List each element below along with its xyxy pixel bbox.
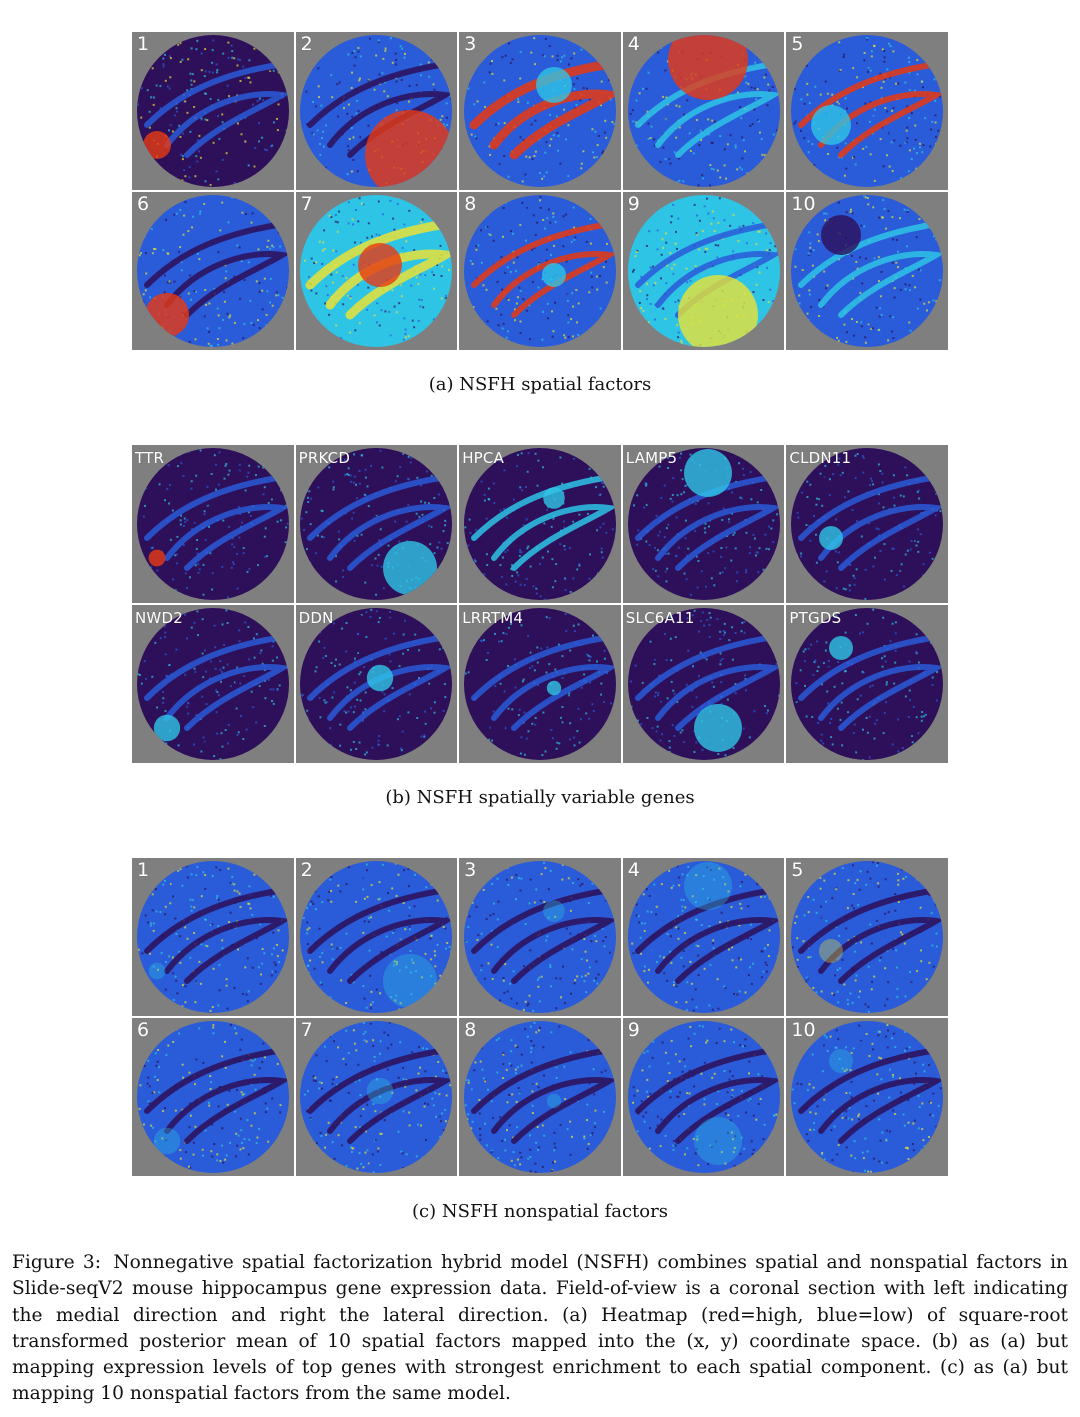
heatmap-disc (791, 1021, 944, 1173)
heatmap-disc (136, 448, 289, 600)
tile-label: PRKCD (298, 449, 351, 467)
heatmap-disc (136, 35, 289, 187)
panel-c-nonspatial-factors-grid: 1 2 3 4 5 6 7 8 9 10 (131, 857, 949, 1177)
tile-label: LRRTM4 (462, 609, 524, 627)
heatmap-disc (791, 608, 944, 760)
heatmap-disc (300, 195, 453, 347)
heatmap-disc (463, 1021, 616, 1173)
tile-label: 6 (137, 1019, 150, 1041)
heatmap-disc (463, 195, 616, 347)
panel-c-tile: 2 (295, 858, 458, 1016)
panel-a-tile: 2 (295, 32, 458, 190)
panel-a-spatial-factors-grid: 1 2 3 4 5 6 7 8 9 10 (131, 31, 949, 351)
panel-c-tile: 9 (622, 1018, 785, 1176)
panel-b-caption: (b) NSFH spatially variable genes (385, 787, 695, 808)
heatmap-disc (791, 195, 944, 347)
heatmap-disc (300, 1021, 453, 1173)
panel-a-tile: 5 (786, 32, 948, 190)
tile-label: 4 (627, 859, 640, 881)
heatmap-disc (627, 35, 780, 187)
heatmap-disc (136, 861, 289, 1013)
tile-label: 2 (300, 33, 313, 55)
heatmap-disc (627, 448, 780, 600)
heatmap-disc (136, 1021, 289, 1173)
panel-c-caption: (c) NSFH nonspatial factors (412, 1201, 668, 1222)
tile-label: HPCA (462, 449, 505, 467)
tile-label: PTGDS (789, 609, 842, 627)
heatmap-disc (627, 1021, 780, 1173)
heatmap-disc (300, 861, 453, 1013)
heatmap-disc (463, 608, 616, 760)
panel-b-genes-grid: TTR PRKCD HPCA LAMP5 CLDN11 NWD2 DDN LRRTM4 SLC6… (131, 444, 949, 764)
panel-c-tile: 7 (295, 1018, 458, 1176)
panel-c-tile: 1 (132, 858, 294, 1016)
panel-a-tile: 10 (786, 192, 948, 350)
tile-label: 8 (464, 1019, 477, 1041)
tile-label: 6 (137, 193, 150, 215)
heatmap-disc (463, 861, 616, 1013)
tile-label: 2 (300, 859, 313, 881)
panel-a-tile: 1 (132, 32, 294, 190)
panel-a-tile: 4 (622, 32, 785, 190)
tile-label: 9 (627, 1019, 640, 1041)
tile-label: SLC6A11 (625, 609, 695, 627)
panel-a-tile: 6 (132, 192, 294, 350)
panel-a-tile: 7 (295, 192, 458, 350)
tile-label: 5 (791, 33, 804, 55)
panel-a-tile: 8 (459, 192, 621, 350)
tile-label: 1 (137, 33, 150, 55)
panel-c-tile: 5 (786, 858, 948, 1016)
panel-a-caption: (a) NSFH spatial factors (428, 374, 652, 395)
tile-label: DDN (298, 609, 334, 627)
panel-c-tile: 6 (132, 1018, 294, 1176)
heatmap-disc (136, 195, 289, 347)
panel-b-tile: HPCA (459, 445, 621, 603)
tile-label: TTR (135, 449, 165, 467)
tile-label: NWD2 (135, 609, 183, 627)
heatmap-disc (300, 608, 453, 760)
panel-a-tile: 3 (459, 32, 621, 190)
figure-caption-body: Nonnegative spatial factorization hybrid… (12, 1252, 1068, 1405)
figure-caption: Figure 3: Nonnegative spatial factorizat… (12, 1250, 1068, 1408)
tile-label: 1 (137, 859, 150, 881)
panel-b-tile: SLC6A11 (622, 605, 785, 763)
panel-b-tile: LAMP5 (622, 445, 785, 603)
tile-label: 3 (464, 859, 477, 881)
heatmap-disc (627, 608, 780, 760)
heatmap-disc (627, 195, 780, 347)
tile-label: 4 (627, 33, 640, 55)
panel-b-tile: PRKCD (295, 445, 458, 603)
figure-caption-lead: Figure 3: (12, 1252, 102, 1273)
panel-b-tile: CLDN11 (786, 445, 948, 603)
heatmap-disc (791, 35, 944, 187)
tile-label: 10 (791, 193, 816, 215)
heatmap-disc (463, 448, 616, 600)
tile-label: 8 (464, 193, 477, 215)
tile-label: 10 (791, 1019, 816, 1041)
heatmap-disc (136, 608, 289, 760)
heatmap-disc (463, 35, 616, 187)
panel-b-tile: NWD2 (132, 605, 294, 763)
tile-label: 3 (464, 33, 477, 55)
heatmap-disc (791, 448, 944, 600)
panel-c-tile: 3 (459, 858, 621, 1016)
panel-b-tile: DDN (295, 605, 458, 763)
heatmap-disc (627, 861, 780, 1013)
tile-label: 7 (300, 1019, 313, 1041)
tile-label: LAMP5 (625, 449, 678, 467)
heatmap-disc (300, 448, 453, 600)
panel-c-tile: 4 (622, 858, 785, 1016)
panel-b-tile: TTR (132, 445, 294, 603)
tile-label: 7 (300, 193, 313, 215)
panel-c-tile: 8 (459, 1018, 621, 1176)
tile-label: CLDN11 (789, 449, 852, 467)
panel-c-tile: 10 (786, 1018, 948, 1176)
tile-label: 5 (791, 859, 804, 881)
panel-b-tile: LRRTM4 (459, 605, 621, 763)
heatmap-disc (791, 861, 944, 1013)
heatmap-disc (300, 35, 453, 187)
panel-b-tile: PTGDS (786, 605, 948, 763)
panel-a-tile: 9 (622, 192, 785, 350)
tile-label: 9 (627, 193, 640, 215)
